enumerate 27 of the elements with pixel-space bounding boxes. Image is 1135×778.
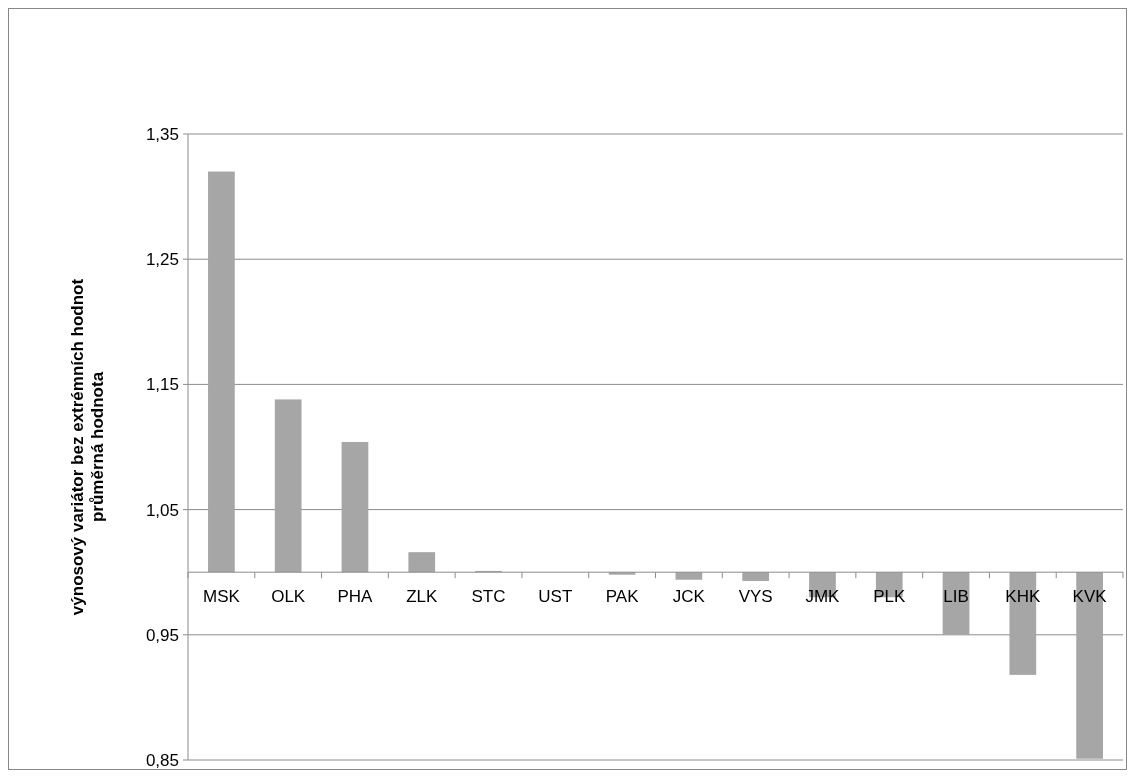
y-tick-label: 1,15: [145, 375, 179, 395]
y-tick-label: 1,35: [145, 124, 179, 144]
x-tick-label: VYS: [738, 587, 773, 607]
x-tick-label: MSK: [202, 587, 241, 607]
x-tick-label: PLK: [873, 587, 906, 607]
y-tick-label: 1,25: [145, 250, 179, 270]
x-tick-label: KHK: [1005, 587, 1041, 607]
y-tick-label: 1,05: [145, 500, 179, 520]
x-tick-label: ZLK: [406, 587, 438, 607]
bar: [341, 441, 369, 573]
y-axis-title: výnosový variátor bez extrémních hodnot průměrná hodnota: [67, 278, 108, 616]
bar: [408, 552, 436, 573]
x-tick-label: UST: [538, 587, 573, 607]
bar: [208, 171, 235, 573]
x-tick-label: STC: [471, 587, 506, 607]
x-tick-label: JCK: [672, 587, 706, 607]
x-tick-label: PAK: [605, 587, 640, 607]
y-tick-label: 0,95: [145, 625, 179, 645]
x-tick-label: KVK: [1072, 587, 1108, 607]
bar: [274, 399, 302, 573]
x-tick-label: OLK: [271, 587, 306, 607]
bar: [742, 572, 770, 581]
x-tick-label: PHA: [337, 587, 374, 607]
bar: [675, 572, 703, 580]
x-tick-label: JMK: [805, 587, 841, 607]
x-tick-label: LIB: [943, 587, 969, 607]
y-tick-label: 0,85: [145, 750, 179, 770]
